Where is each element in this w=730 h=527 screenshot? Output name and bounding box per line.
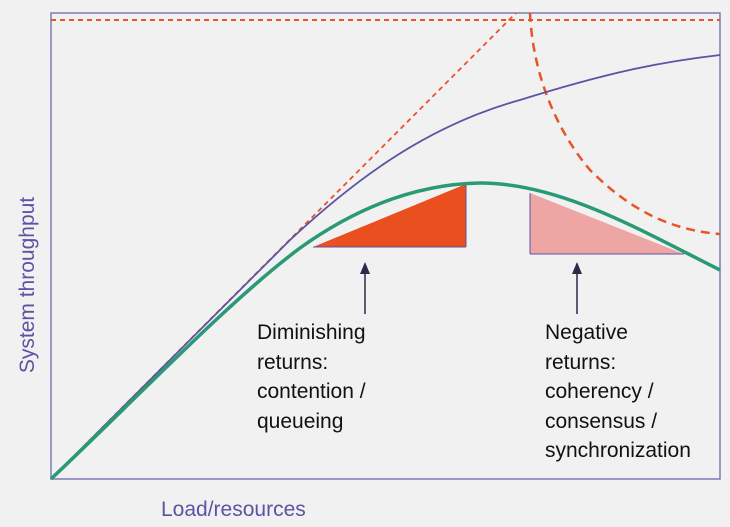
y-axis-label: System throughput bbox=[16, 196, 39, 374]
contention-arrow-head bbox=[360, 262, 370, 274]
diminishing-returns-line: Diminishing bbox=[257, 321, 366, 344]
diminishing-returns-curve bbox=[50, 54, 721, 480]
negative-returns-line: Negative bbox=[545, 321, 628, 344]
diminishing-returns-note: Diminishing returns: contention / queuei… bbox=[257, 318, 366, 436]
negative-returns-line: returns: bbox=[545, 350, 617, 374]
usl-throughput-curve bbox=[49, 181, 721, 481]
negative-returns-line: coherency / bbox=[545, 380, 654, 403]
negative-returns-line: synchronization bbox=[545, 439, 691, 462]
coherency-dashed-curve bbox=[528, 12, 721, 236]
diminishing-returns-line: queueing bbox=[257, 409, 344, 433]
contention-triangle bbox=[313, 184, 466, 247]
diminishing-returns-line: contention / bbox=[257, 380, 366, 403]
x-axis-label: Load/resources bbox=[161, 498, 306, 521]
coherency-triangle bbox=[530, 193, 684, 254]
negative-returns-line: consensus / bbox=[545, 409, 658, 433]
diminishing-returns-line: returns: bbox=[257, 350, 329, 374]
plot-frame bbox=[50, 12, 721, 480]
coherency-arrow-head bbox=[572, 262, 582, 274]
negative-returns-note: Negative returns: coherency / consensus … bbox=[545, 318, 691, 466]
